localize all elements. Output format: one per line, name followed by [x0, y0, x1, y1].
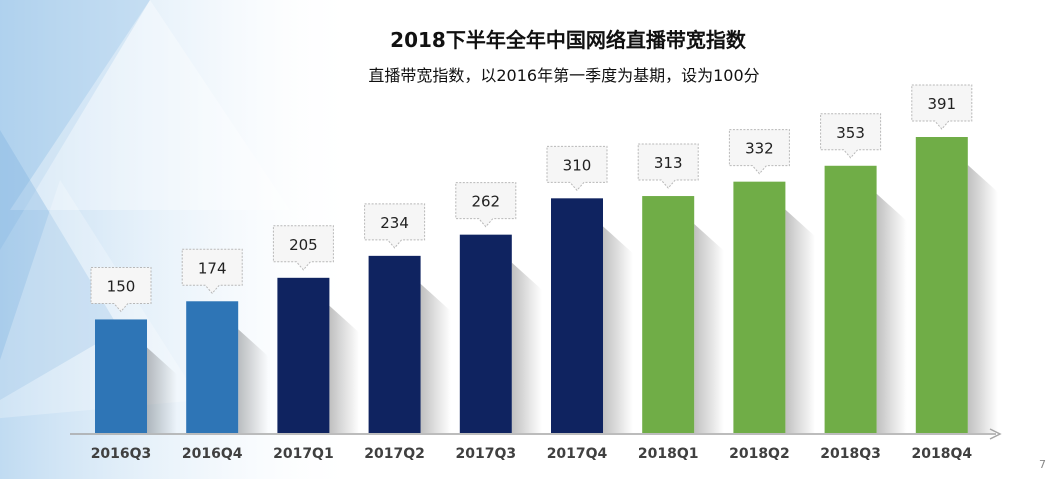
bar	[186, 301, 239, 433]
bar	[95, 319, 147, 433]
data-label-callout: 174	[181, 248, 243, 295]
bar	[277, 277, 330, 433]
callout-box	[181, 248, 243, 295]
bar-shadow	[511, 262, 542, 433]
chart-title: 2018下半年全年中国网络直播带宽指数	[390, 28, 746, 52]
callout-box	[637, 143, 699, 189]
data-label: 391	[927, 95, 956, 113]
bar	[824, 165, 877, 433]
x-tick-label: 2017Q2	[364, 446, 425, 462]
bar	[642, 196, 695, 433]
callout-box	[272, 225, 334, 271]
data-label: 313	[654, 154, 683, 172]
x-axis-arrow	[989, 428, 1002, 440]
data-label-callout: 262	[455, 182, 517, 228]
labels-group: 150 2016Q3 174 2016Q4 205 2017Q1 234 2017Q2 262 2…	[90, 84, 973, 462]
callout-box	[364, 203, 426, 249]
x-tick-label: 2018Q2	[729, 446, 790, 462]
bar-shadow	[420, 283, 451, 433]
bar-shadow	[694, 224, 725, 433]
bar-shadow	[603, 226, 633, 433]
bar	[368, 255, 421, 433]
page-number: 7	[1039, 458, 1046, 471]
bar-shadow	[147, 347, 177, 433]
bar-shadow	[876, 193, 907, 433]
x-tick-label: 2018Q4	[911, 446, 972, 462]
bar	[459, 234, 512, 433]
data-label-callout: 332	[728, 129, 790, 175]
data-label-callout: 353	[820, 113, 882, 159]
bar	[551, 198, 603, 433]
x-tick-label: 2017Q3	[455, 446, 516, 462]
data-label-callout: 234	[364, 203, 426, 249]
callout-box	[90, 266, 152, 313]
bar-shadow	[238, 329, 269, 433]
x-tick-label: 2017Q4	[547, 446, 608, 462]
data-label: 262	[471, 193, 500, 211]
chart-subtitle: 直播带宽指数，以2016年第一季度为基期，设为100分	[368, 66, 760, 85]
data-label: 174	[198, 259, 227, 277]
data-label-callout: 310	[546, 145, 608, 192]
x-tick-label: 2018Q1	[638, 446, 699, 462]
data-label-callout: 313	[637, 143, 699, 189]
bar	[915, 137, 968, 433]
callout-box	[546, 145, 608, 192]
data-label: 353	[836, 124, 865, 142]
data-label: 234	[380, 214, 409, 232]
data-label-callout: 391	[911, 84, 973, 130]
data-label-callout: 205	[272, 225, 334, 271]
data-label-callout: 150	[90, 266, 152, 313]
callout-box	[911, 84, 973, 130]
callout-box	[820, 113, 882, 159]
x-tick-label: 2018Q3	[820, 446, 881, 462]
data-label: 150	[107, 277, 136, 295]
data-label: 332	[745, 140, 774, 158]
x-tick-label: 2016Q4	[182, 446, 243, 462]
bar-shadow	[785, 209, 816, 433]
callout-box	[455, 182, 517, 228]
bar-shadow	[967, 165, 998, 433]
x-tick-label: 2016Q3	[91, 446, 152, 462]
bar-shadow	[329, 305, 360, 433]
bar	[733, 181, 786, 433]
callout-box	[728, 129, 790, 175]
data-label: 310	[563, 156, 592, 174]
x-tick-label: 2017Q1	[273, 446, 334, 462]
data-label: 205	[289, 236, 318, 254]
bars-group	[95, 137, 998, 433]
